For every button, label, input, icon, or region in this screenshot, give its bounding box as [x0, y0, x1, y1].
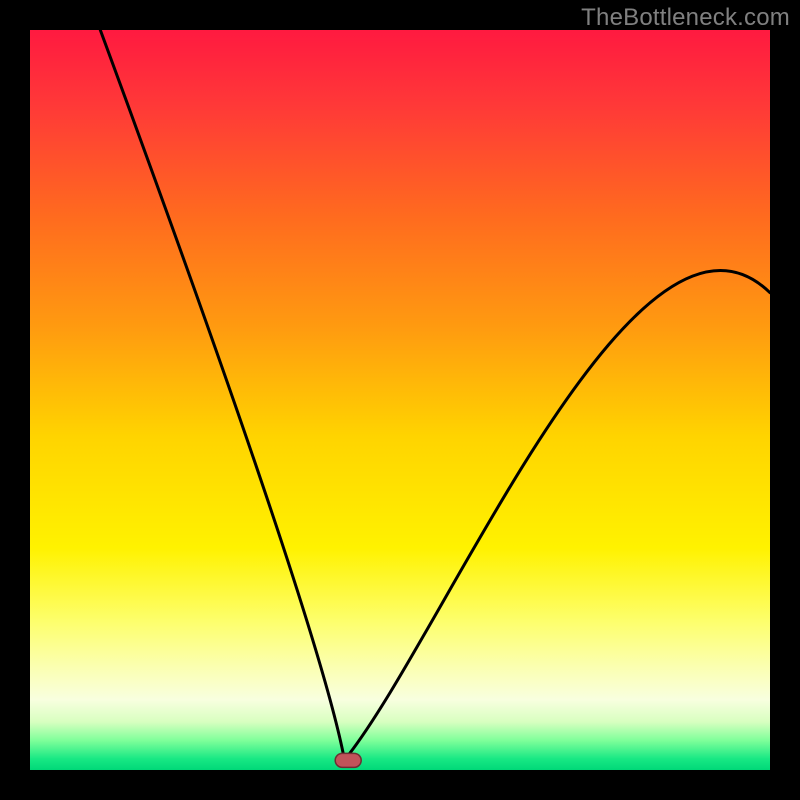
watermark-text: TheBottleneck.com [581, 4, 790, 32]
optimum-marker [335, 753, 361, 767]
chart-stage: TheBottleneck.com [0, 0, 800, 800]
bottleneck-chart [0, 0, 800, 800]
